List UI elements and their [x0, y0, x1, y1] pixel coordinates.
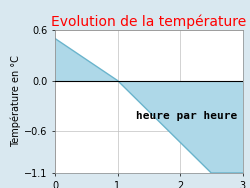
Text: heure par heure: heure par heure — [136, 111, 237, 121]
Title: Evolution de la température: Evolution de la température — [51, 14, 246, 29]
Y-axis label: Température en °C: Température en °C — [11, 56, 21, 147]
